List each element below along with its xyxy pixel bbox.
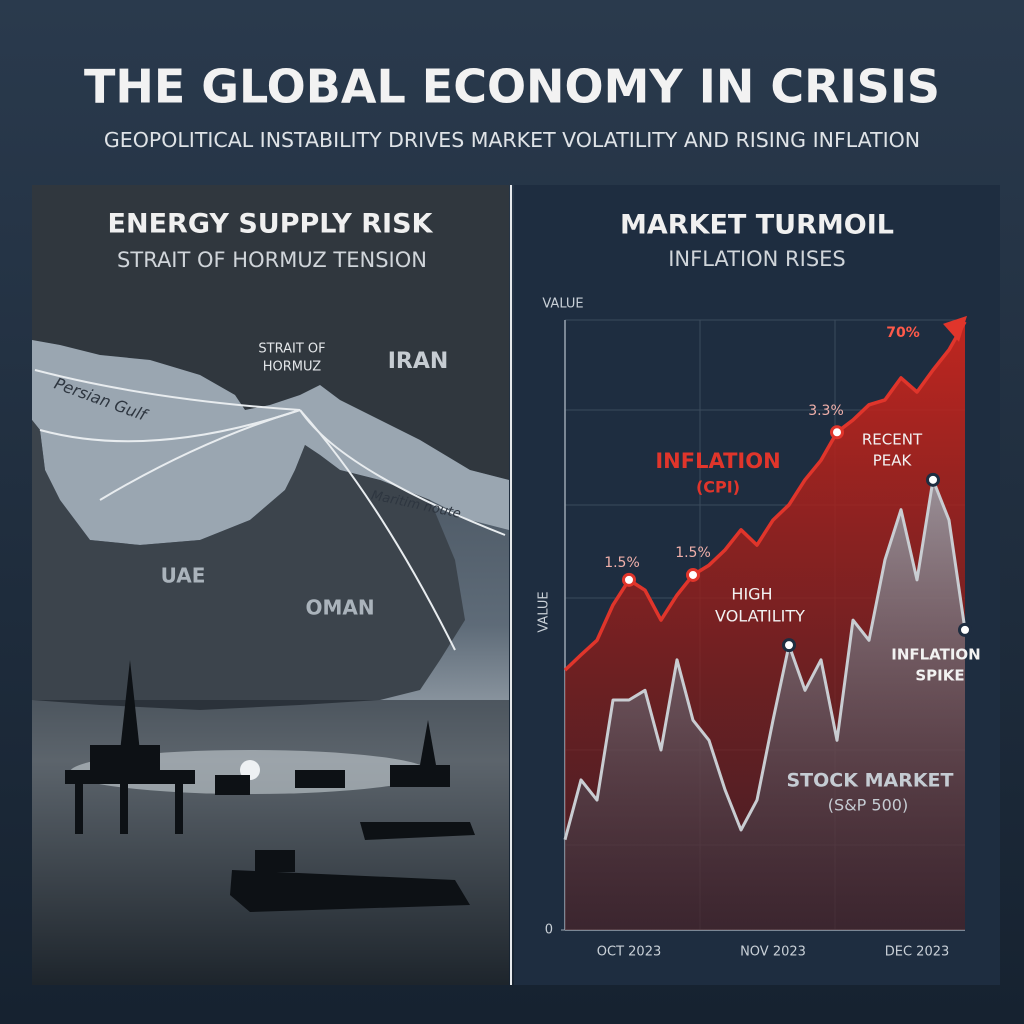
gulf-water: [32, 340, 509, 545]
annotation: INFLATION: [891, 646, 981, 664]
map-label: OMAN: [305, 596, 374, 620]
map-label: HORMUZ: [263, 360, 322, 375]
left-panel: ENERGY SUPPLY RISK STRAIT OF HORMUZ TENS…: [32, 185, 509, 985]
map-label: STRAIT OF: [258, 342, 325, 357]
series-label: STOCK MARKET: [787, 770, 954, 792]
point-marker: [958, 622, 972, 637]
panel-subtitle: INFLATION RISES: [668, 247, 846, 271]
annotation: PEAK: [873, 452, 913, 470]
annotation: RECENT: [862, 431, 923, 449]
series-area: [565, 479, 965, 930]
x-tick-label: NOV 2023: [740, 945, 806, 960]
annotation: 1.5%: [675, 545, 711, 561]
annotation: 3.3%: [808, 403, 844, 419]
map-label: IRAN: [388, 349, 449, 374]
annotation: 70%: [886, 325, 920, 341]
annotation: HIGH: [731, 585, 772, 604]
panel-title: MARKET TURMOIL: [620, 210, 894, 241]
point-marker: [622, 572, 636, 587]
annotation: SPIKE: [915, 667, 964, 685]
annotation: (S&P 500): [828, 796, 908, 815]
arabia-land: [32, 420, 465, 710]
shipping-routes: [34, 369, 506, 651]
y-axis-title: VALUE: [537, 591, 552, 632]
oil-rigs: [65, 660, 475, 912]
chart: VALUE VALUE 0 OCT 2023 NOV 2023 DEC 2023 INFLA…: [537, 297, 981, 960]
point-marker: [782, 638, 796, 653]
point-marker: [686, 567, 700, 582]
annotation: (CPI): [696, 478, 740, 497]
lower-sea: [32, 700, 509, 985]
main-title: THE GLOBAL ECONOMY IN CRISIS: [84, 60, 940, 114]
series-line: [563, 478, 967, 841]
y-tick-label: 0: [545, 923, 553, 938]
x-tick-label: DEC 2023: [885, 945, 950, 960]
annotation: 1.5%: [604, 555, 640, 571]
main-subtitle: GEOPOLITICAL INSTABILITY DRIVES MARKET V…: [104, 128, 920, 152]
iran-land: [32, 185, 509, 480]
point-marker: [926, 472, 940, 487]
panel-title: ENERGY SUPPLY RISK: [108, 209, 434, 240]
panel-subtitle: STRAIT OF HORMUZ TENSION: [117, 248, 427, 272]
x-tick-label: OCT 2023: [597, 945, 661, 960]
annotation: VOLATILITY: [715, 607, 805, 626]
arrow-head: [943, 315, 967, 342]
series-label: INFLATION: [655, 449, 780, 473]
point-marker: [830, 425, 844, 440]
y-axis-title: VALUE: [542, 297, 583, 312]
map-label: UAE: [161, 564, 206, 588]
